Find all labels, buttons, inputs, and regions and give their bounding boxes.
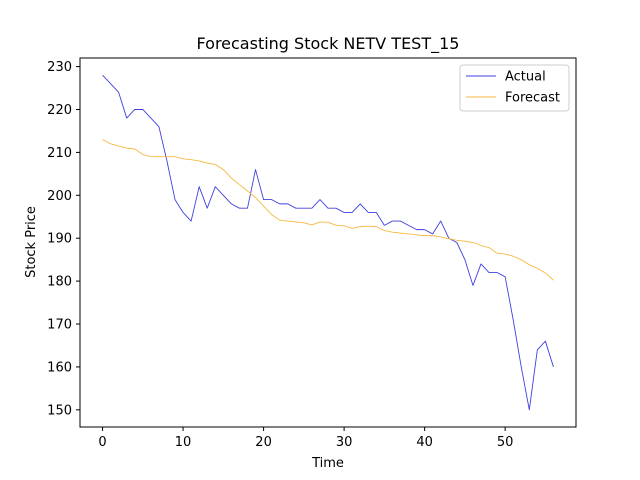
x-tick-label: 0 bbox=[98, 435, 106, 450]
series-line-forecast bbox=[102, 139, 554, 281]
x-tick-label: 30 bbox=[336, 435, 353, 450]
legend-forecast-label: Forecast bbox=[505, 91, 560, 106]
x-axis: 0 10 20 30 40 50 bbox=[98, 427, 513, 450]
chart-title: Forecasting Stock NETV TEST_15 bbox=[197, 34, 460, 54]
series-lines bbox=[102, 74, 554, 411]
x-tick-label: 50 bbox=[497, 435, 514, 450]
y-tick-label: 150 bbox=[47, 403, 72, 418]
y-tick-label: 230 bbox=[47, 60, 72, 75]
x-tick-label: 40 bbox=[416, 435, 433, 450]
x-axis-label: Time bbox=[311, 456, 344, 471]
y-tick-label: 200 bbox=[47, 189, 72, 204]
legend: Actual Forecast bbox=[459, 64, 570, 112]
x-tick-label: 10 bbox=[175, 435, 192, 450]
legend-actual-label: Actual bbox=[505, 70, 546, 85]
y-tick-label: 170 bbox=[47, 318, 72, 333]
series-line-actual bbox=[102, 74, 554, 411]
y-tick-label: 220 bbox=[47, 103, 72, 118]
y-axis-label: Stock Price bbox=[24, 206, 39, 278]
y-tick-label: 180 bbox=[47, 275, 72, 290]
y-tick-label: 210 bbox=[47, 146, 72, 161]
y-tick-label: 190 bbox=[47, 232, 72, 247]
x-tick-label: 20 bbox=[255, 435, 272, 450]
y-axis: 150 160 170 180 190 200 210 220 230 bbox=[47, 60, 80, 418]
y-tick-label: 160 bbox=[47, 360, 72, 375]
plot-frame bbox=[79, 57, 577, 428]
